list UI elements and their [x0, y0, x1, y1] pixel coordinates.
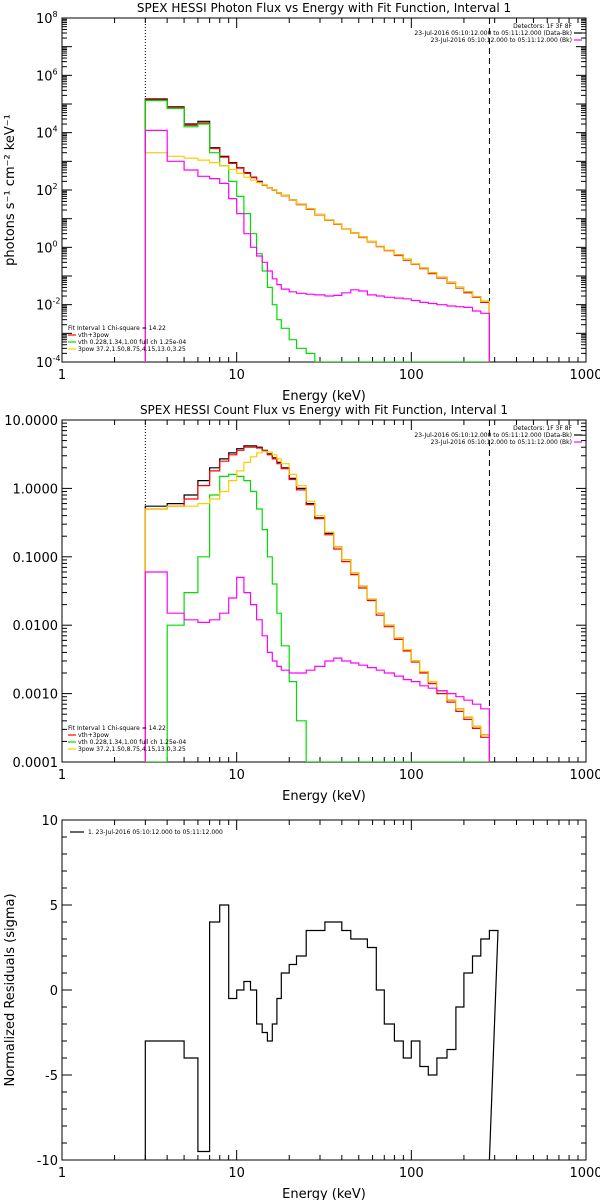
photon-flux-panel: SPEX HESSI Photon Flux vs Energy with Fi…: [3, 1, 600, 404]
x-tick-label: 10: [228, 768, 245, 783]
y-tick-exponent: 2: [53, 182, 58, 191]
legend-bottom-left-entry: vth 0.228,1.34,1.00 full ch 1.25e-04: [78, 339, 186, 346]
legend-bottom-left-entry: Fit Interval 1 Chi-square = 14.22: [68, 325, 166, 332]
legend-bottom-left-entry: vth+3pow: [78, 732, 109, 739]
chart-title: SPEX HESSI Count Flux vs Energy with Fit…: [140, 403, 508, 417]
y-tick-label: 10-2: [36, 297, 61, 314]
series-group: [144, 904, 499, 1160]
x-tick-label: 10: [228, 368, 245, 383]
series-0-line: [144, 904, 499, 1160]
legend-bottom-left-entry: 3pow 37.2,1.50,8.75,4.15,13.0,3.25: [78, 346, 186, 353]
y-tick-base: 10: [36, 69, 53, 84]
legend-top-right-entry: Detectors: 1F 3F 8F: [513, 425, 572, 432]
series-1-line: [144, 99, 490, 362]
x-tick-label: 1000: [569, 1166, 600, 1181]
y-tick-exponent: -4: [53, 354, 61, 363]
y-tick-label: 1.0000: [13, 482, 59, 497]
y-axis-label: photons s⁻¹ cm⁻² keV⁻¹: [3, 114, 18, 266]
y-tick-label: -5: [45, 1069, 58, 1084]
x-tick-label: 100: [399, 768, 424, 783]
legend-top-right-entry: 23-Jul-2016 05:10:12.000 to 05:11:12.000…: [414, 30, 572, 37]
y-tick-label: 0: [50, 984, 58, 999]
series-group: [144, 98, 490, 362]
y-tick-exponent: 8: [53, 10, 58, 19]
plot-frame: [61, 419, 587, 763]
y-tick-exponent: 4: [53, 125, 58, 134]
y-tick-base: 10: [36, 12, 53, 27]
y-axis-label: Normalized Residuals (sigma): [3, 893, 18, 1086]
series-3-line: [144, 450, 490, 762]
y-tick-label: 0.0001: [13, 756, 59, 771]
y-tick-base: 10: [36, 356, 53, 371]
legend-bottom-left-entry: vth 0.228,1.34,1.00 full ch 1.25e-04: [78, 739, 186, 746]
legend-top-right-entry: 23-Jul-2016 05:10:12.000 to 05:11:12.000…: [431, 439, 572, 446]
y-tick-label: 102: [36, 182, 58, 199]
x-tick-label: 100: [399, 368, 424, 383]
legend-top-left-entry: 1. 23-Jul-2016 05:10:12.000 to 05:11:12.…: [88, 829, 223, 836]
series-0-line: [144, 98, 490, 362]
y-tick-label: 5: [50, 899, 58, 914]
y-tick-exponent: -2: [53, 297, 61, 306]
series-2-line: [144, 100, 490, 362]
x-tick-label: 1000: [569, 768, 600, 783]
x-axis-label: Energy (keV): [282, 389, 366, 404]
series-3-line: [144, 152, 490, 362]
plot-frame: [61, 819, 587, 1161]
y-tick-label: 10: [41, 814, 58, 829]
y-tick-exponent: 0: [53, 239, 58, 248]
x-axis-label: Energy (keV): [282, 1187, 366, 1200]
y-tick-label: 10.0000: [4, 414, 58, 429]
y-tick-base: 10: [36, 184, 53, 199]
y-tick-label: 0.0100: [13, 619, 59, 634]
legend-top-right-entry: 23-Jul-2016 05:10:12.000 to 05:11:12.000…: [431, 37, 572, 44]
x-tick-label: 1000: [569, 368, 600, 383]
y-tick-label: 104: [36, 125, 58, 142]
y-tick-base: 10: [36, 241, 53, 256]
residuals-panel: 1 10 100 1000 Energy (keV) -10 -5 0 5 10 Normalize…: [3, 814, 600, 1200]
series-4-line: [144, 571, 490, 762]
count-flux-panel: SPEX HESSI Count Flux vs Energy with Fit…: [4, 403, 600, 804]
x-tick-label: 1: [58, 1166, 66, 1181]
y-tick-exponent: 6: [53, 67, 58, 76]
series-group: [144, 445, 490, 762]
legend-bottom-left-entry: 3pow 37.2,1.50,8.75,4.15,13.0,3.25: [78, 746, 186, 753]
legend-bottom-left-entry: vth+3pow: [78, 332, 109, 339]
y-tick-label: 108: [36, 10, 58, 27]
series-4-line: [144, 129, 490, 362]
legend-top-right-entry: Detectors: 1F 3F 8F: [513, 23, 572, 30]
y-tick-label: 106: [36, 67, 58, 84]
plot-frame: [61, 17, 587, 363]
y-tick-label: 100: [36, 239, 58, 256]
x-tick-label: 1: [58, 368, 66, 383]
y-tick-label: 0.1000: [13, 551, 59, 566]
x-axis-label: Energy (keV): [282, 789, 366, 804]
y-tick-base: 10: [36, 299, 53, 314]
legend-top-right-entry: 23-Jul-2016 05:10:12.000 to 05:11:12.000…: [414, 432, 572, 439]
x-tick-label: 100: [399, 1166, 424, 1181]
legend-bottom-left-entry: Fit Interval 1 Chi-square = 14.22: [68, 725, 166, 732]
x-tick-label: 10: [228, 1166, 245, 1181]
y-tick-label: 10-4: [36, 354, 61, 371]
y-tick-label: -10: [37, 1154, 58, 1169]
series-0-line: [144, 445, 490, 762]
y-tick-label: 0.0010: [13, 688, 59, 703]
chart-title: SPEX HESSI Photon Flux vs Energy with Fi…: [137, 1, 511, 15]
x-tick-label: 1: [58, 768, 66, 783]
y-tick-base: 10: [36, 127, 53, 142]
